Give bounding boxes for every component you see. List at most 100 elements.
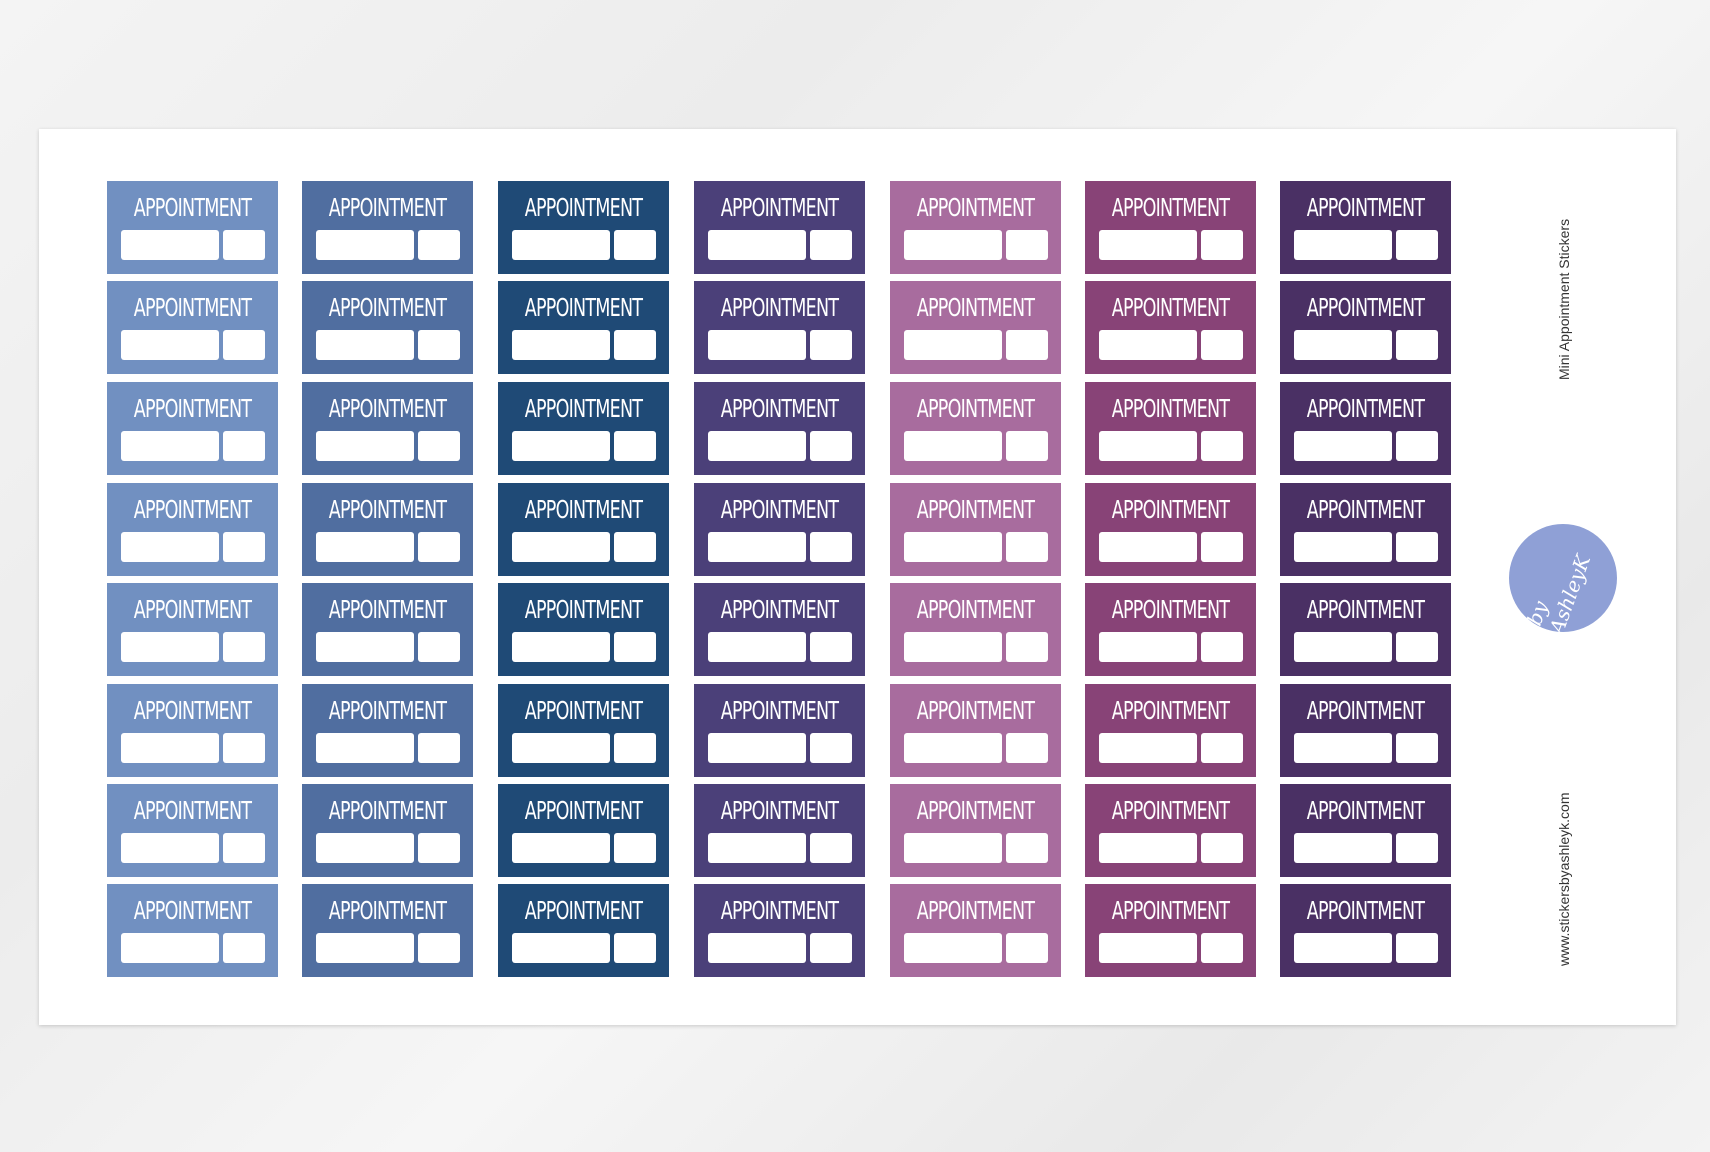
sticker-time-box <box>418 733 460 763</box>
sticker-write-box <box>1294 230 1392 260</box>
sticker-time-box <box>614 733 656 763</box>
appointment-sticker: APPOINTMENT <box>694 181 865 274</box>
appointment-sticker: APPOINTMENT <box>498 281 669 374</box>
sticker-time-box <box>223 632 265 662</box>
sticker-time-box <box>614 431 656 461</box>
sticker-write-box <box>904 330 1002 360</box>
sticker-write-box <box>1294 431 1392 461</box>
sticker-write-box <box>1294 833 1392 863</box>
sticker-time-box <box>1396 532 1438 562</box>
sticker-label: APPOINTMENT <box>524 696 643 725</box>
sticker-write-box <box>708 230 806 260</box>
appointment-sticker: APPOINTMENT <box>107 884 278 977</box>
sticker-label: APPOINTMENT <box>916 193 1035 222</box>
appointment-sticker: APPOINTMENT <box>302 382 473 475</box>
sticker-time-box <box>810 330 852 360</box>
appointment-sticker: APPOINTMENT <box>107 784 278 877</box>
sticker-time-box <box>1201 933 1243 963</box>
sticker-time-box <box>810 431 852 461</box>
sticker-label: APPOINTMENT <box>133 193 252 222</box>
sticker-label: APPOINTMENT <box>328 595 447 624</box>
sticker-time-box <box>418 532 460 562</box>
appointment-sticker: APPOINTMENT <box>890 583 1061 676</box>
appointment-sticker: APPOINTMENT <box>302 884 473 977</box>
appointment-sticker: APPOINTMENT <box>107 181 278 274</box>
sticker-time-box <box>1396 933 1438 963</box>
sticker-label: APPOINTMENT <box>1306 495 1425 524</box>
sticker-write-box <box>708 431 806 461</box>
sticker-label: APPOINTMENT <box>916 595 1035 624</box>
sticker-time-box <box>223 330 265 360</box>
sticker-write-box <box>512 532 610 562</box>
sticker-label: APPOINTMENT <box>720 896 839 925</box>
sticker-write-box <box>1294 933 1392 963</box>
sticker-write-box <box>708 330 806 360</box>
sticker-time-box <box>1006 431 1048 461</box>
sticker-time-box <box>810 532 852 562</box>
sticker-label: APPOINTMENT <box>524 595 643 624</box>
sticker-label: APPOINTMENT <box>328 293 447 322</box>
sticker-label: APPOINTMENT <box>524 896 643 925</box>
sticker-label: APPOINTMENT <box>1306 595 1425 624</box>
sticker-write-box <box>708 733 806 763</box>
website-text: www.stickersbyashleyk.com <box>1556 792 1572 967</box>
sticker-label: APPOINTMENT <box>1111 796 1230 825</box>
sticker-label: APPOINTMENT <box>328 495 447 524</box>
brand-logo: by AshleyK <box>1509 524 1617 637</box>
sticker-label: APPOINTMENT <box>1111 595 1230 624</box>
appointment-sticker: APPOINTMENT <box>1085 483 1256 576</box>
sticker-time-box <box>1201 532 1243 562</box>
sticker-time-box <box>1396 733 1438 763</box>
sticker-write-box <box>121 632 219 662</box>
sticker-label: APPOINTMENT <box>133 595 252 624</box>
sticker-time-box <box>1396 330 1438 360</box>
sticker-write-box <box>1099 230 1197 260</box>
appointment-sticker: APPOINTMENT <box>1085 181 1256 274</box>
sticker-time-box <box>418 330 460 360</box>
sticker-label: APPOINTMENT <box>720 394 839 423</box>
appointment-sticker: APPOINTMENT <box>890 483 1061 576</box>
sticker-write-box <box>1099 733 1197 763</box>
appointment-sticker: APPOINTMENT <box>107 382 278 475</box>
sticker-write-box <box>512 632 610 662</box>
sticker-write-box <box>904 733 1002 763</box>
sticker-write-box <box>1099 431 1197 461</box>
sticker-time-box <box>223 733 265 763</box>
sticker-time-box <box>810 933 852 963</box>
sticker-write-box <box>512 230 610 260</box>
appointment-sticker: APPOINTMENT <box>498 583 669 676</box>
sticker-time-box <box>1396 230 1438 260</box>
sticker-time-box <box>418 632 460 662</box>
sticker-write-box <box>904 532 1002 562</box>
sticker-write-box <box>1294 532 1392 562</box>
sticker-label: APPOINTMENT <box>1306 394 1425 423</box>
appointment-sticker: APPOINTMENT <box>302 784 473 877</box>
sticker-label: APPOINTMENT <box>720 595 839 624</box>
sticker-time-box <box>614 833 656 863</box>
sticker-write-box <box>316 230 414 260</box>
sticker-time-box <box>614 330 656 360</box>
sticker-time-box <box>1201 431 1243 461</box>
sticker-write-box <box>121 933 219 963</box>
sticker-time-box <box>418 833 460 863</box>
sticker-write-box <box>1099 933 1197 963</box>
sticker-label: APPOINTMENT <box>133 495 252 524</box>
sticker-time-box <box>1201 733 1243 763</box>
sticker-write-box <box>121 330 219 360</box>
appointment-sticker: APPOINTMENT <box>890 281 1061 374</box>
appointment-sticker: APPOINTMENT <box>890 181 1061 274</box>
sticker-time-box <box>418 230 460 260</box>
sticker-label: APPOINTMENT <box>133 796 252 825</box>
sticker-write-box <box>316 632 414 662</box>
appointment-sticker: APPOINTMENT <box>694 483 865 576</box>
appointment-sticker: APPOINTMENT <box>694 884 865 977</box>
appointment-sticker: APPOINTMENT <box>302 583 473 676</box>
sticker-time-box <box>614 532 656 562</box>
sticker-time-box <box>1396 632 1438 662</box>
sticker-label: APPOINTMENT <box>133 696 252 725</box>
appointment-sticker: APPOINTMENT <box>694 583 865 676</box>
appointment-sticker: APPOINTMENT <box>1280 382 1451 475</box>
sticker-label: APPOINTMENT <box>1111 896 1230 925</box>
sticker-time-box <box>1201 330 1243 360</box>
sticker-label: APPOINTMENT <box>916 896 1035 925</box>
